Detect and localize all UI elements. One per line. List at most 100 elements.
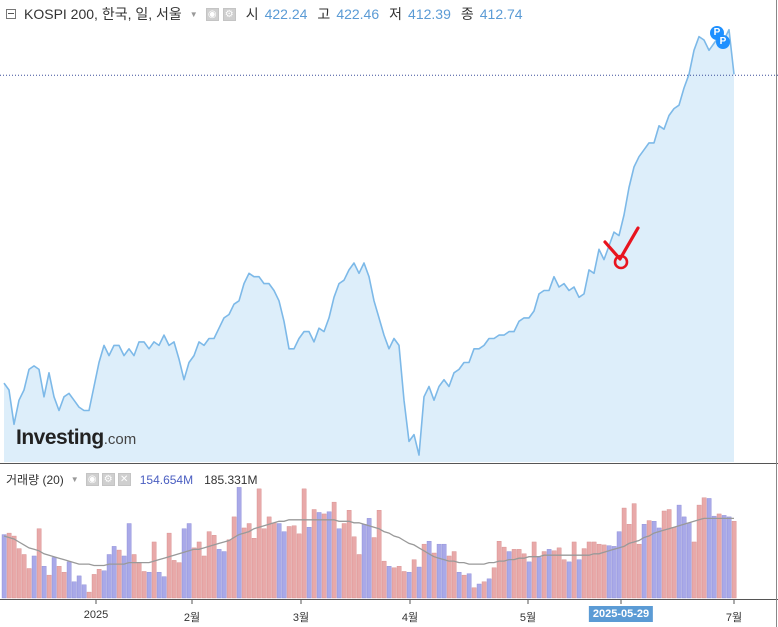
volume-bar bbox=[246, 523, 252, 599]
volume-bar bbox=[296, 533, 302, 599]
visibility-icon[interactable]: ◉ bbox=[85, 473, 99, 486]
volume-bar bbox=[16, 548, 22, 599]
volume-bar bbox=[531, 541, 537, 599]
volume-bar bbox=[166, 532, 172, 599]
volume-bar bbox=[716, 513, 722, 599]
volume-bar bbox=[371, 537, 377, 599]
volume-bar bbox=[96, 569, 102, 599]
volume-bar bbox=[156, 571, 162, 599]
volume-bar bbox=[651, 521, 657, 599]
volume-bar bbox=[211, 535, 217, 599]
volume-bar bbox=[516, 549, 522, 599]
volume-bar bbox=[676, 504, 682, 599]
visibility-icon[interactable]: ◉ bbox=[205, 7, 219, 21]
volume-bar bbox=[216, 549, 222, 599]
settings-icon[interactable]: ⚙ bbox=[222, 7, 236, 21]
volume-bar bbox=[596, 543, 602, 599]
volume-bar bbox=[621, 507, 627, 599]
volume-bar bbox=[71, 581, 77, 599]
volume-bar bbox=[561, 559, 567, 599]
volume-bar bbox=[266, 516, 272, 599]
volume-bar bbox=[476, 583, 482, 599]
open-value: 422.24 bbox=[264, 6, 308, 22]
volume-label[interactable]: 거래량 (20) bbox=[6, 473, 64, 487]
volume-bar bbox=[406, 571, 412, 599]
volume-bar bbox=[131, 554, 137, 599]
volume-bar bbox=[681, 516, 687, 599]
volume-bar bbox=[396, 566, 402, 599]
chevron-down-icon[interactable]: ▼ bbox=[189, 9, 198, 19]
price-series bbox=[3, 28, 735, 456]
volume-bar bbox=[321, 513, 327, 599]
settings-icon[interactable]: ⚙ bbox=[101, 473, 115, 486]
volume-bar bbox=[686, 522, 692, 599]
volume-bar bbox=[461, 574, 467, 599]
volume-bar bbox=[696, 504, 702, 599]
volume-bar bbox=[301, 488, 307, 599]
volume-bar bbox=[76, 575, 82, 599]
volume-bar bbox=[591, 541, 597, 599]
volume-bar bbox=[26, 568, 32, 599]
close-icon[interactable]: ✕ bbox=[117, 473, 131, 486]
volume-bar bbox=[66, 561, 72, 599]
volume-bar bbox=[231, 516, 237, 599]
logo-main: Investing bbox=[16, 426, 104, 449]
collapse-toggle[interactable] bbox=[6, 9, 16, 19]
close-label: 종 bbox=[460, 6, 474, 22]
volume-bar bbox=[41, 566, 47, 599]
volume-bar bbox=[641, 524, 647, 599]
event-flag-2[interactable]: P bbox=[716, 35, 730, 49]
volume-bar bbox=[6, 532, 12, 599]
volume-bar bbox=[416, 566, 422, 599]
volume-bar bbox=[701, 497, 707, 599]
volume-bar bbox=[271, 522, 277, 599]
volume-bar bbox=[51, 557, 57, 599]
volume-bar bbox=[656, 527, 662, 599]
volume-bar bbox=[706, 498, 712, 599]
volume-bar bbox=[241, 527, 247, 599]
volume-bar bbox=[631, 503, 637, 599]
volume-bar bbox=[471, 587, 477, 599]
open-label: 시 bbox=[245, 6, 259, 22]
volume-bar bbox=[546, 549, 552, 599]
volume-bar bbox=[31, 555, 37, 599]
volume-bar bbox=[176, 562, 182, 599]
volume-bar bbox=[226, 539, 232, 599]
volume-bar bbox=[196, 541, 202, 599]
volume-bar bbox=[436, 543, 442, 599]
low-value: 412.39 bbox=[408, 6, 451, 22]
volume-bar bbox=[171, 560, 177, 599]
volume-bar bbox=[606, 545, 612, 599]
volume-bar bbox=[331, 501, 337, 599]
volume-bar bbox=[361, 524, 367, 599]
volume-bar bbox=[161, 576, 167, 599]
volume-bar bbox=[236, 487, 242, 599]
volume-bar bbox=[421, 543, 427, 599]
high-label: 고 bbox=[317, 6, 331, 22]
volume-bar bbox=[346, 510, 352, 599]
x-tick-label: 2025 bbox=[83, 609, 109, 621]
volume-bar bbox=[526, 561, 532, 599]
chevron-down-icon[interactable]: ▼ bbox=[70, 475, 79, 484]
volume-bar bbox=[221, 551, 227, 599]
volume-bar bbox=[541, 551, 547, 599]
x-tick-label: 2월 bbox=[183, 612, 201, 624]
volume-bar bbox=[116, 549, 122, 599]
volume-bar bbox=[721, 515, 727, 599]
volume-bar bbox=[311, 509, 317, 599]
volume-bar bbox=[636, 543, 642, 599]
volume-bar bbox=[401, 571, 407, 599]
volume-bar bbox=[21, 554, 27, 599]
volume-bar bbox=[486, 578, 492, 599]
volume-bar bbox=[186, 523, 192, 599]
volume-bar bbox=[616, 531, 622, 599]
volume-bar bbox=[491, 567, 497, 599]
instrument-title[interactable]: KOSPI 200, 한국, 일, 서울 bbox=[24, 6, 182, 22]
x-tick-label: 4월 bbox=[401, 612, 419, 624]
chart-header: KOSPI 200, 한국, 일, 서울 ▼ ◉ ⚙ 시 422.24 고 422.… bbox=[6, 4, 523, 24]
x-crosshair-label: 2025-05-29 bbox=[588, 606, 654, 622]
volume-bar bbox=[121, 555, 127, 599]
volume-bar bbox=[441, 543, 447, 599]
volume-bar bbox=[46, 574, 52, 599]
